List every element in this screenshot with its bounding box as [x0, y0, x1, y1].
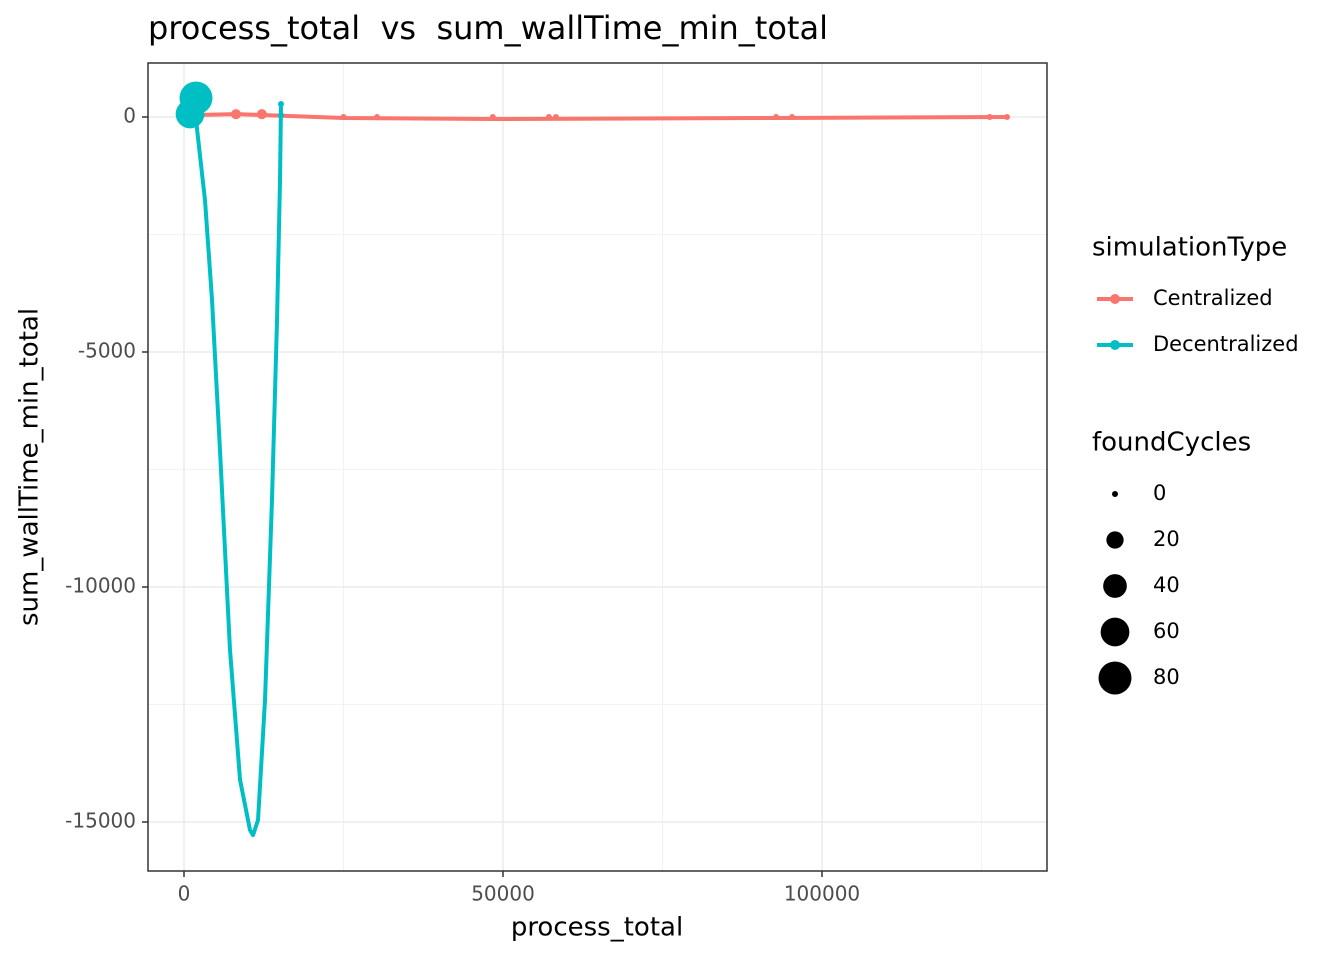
smooth-line [188, 103, 283, 838]
legend-label: Decentralized [1153, 332, 1299, 356]
point [773, 114, 780, 121]
y-axis-title: sum_wallTime_min_total [15, 308, 45, 626]
point [489, 114, 496, 121]
point [552, 114, 559, 121]
chart-title: process_total vs sum_wallTime_min_total [148, 9, 828, 47]
size-legend-key [1112, 491, 1118, 497]
point [256, 109, 267, 120]
legend-label: Centralized [1153, 286, 1273, 310]
size-legend-title: foundCycles [1092, 428, 1251, 458]
x-tick-label: 0 [178, 882, 191, 906]
size-legend-label: 80 [1153, 665, 1180, 689]
x-tick-label: 50000 [471, 882, 535, 906]
size-legend-key [1098, 661, 1132, 695]
point [986, 114, 993, 121]
size-legend-key [1100, 617, 1130, 647]
size-legend-key [1103, 574, 1127, 598]
y-tick-label: -5000 [78, 338, 136, 362]
size-legend-label: 0 [1153, 481, 1166, 505]
x-tick-label: 100000 [784, 882, 860, 906]
point [179, 81, 213, 115]
y-tick-label: 0 [123, 104, 136, 128]
point [545, 114, 552, 121]
point [340, 114, 347, 121]
size-legend-label: 20 [1153, 527, 1180, 551]
size-legend-label: 40 [1153, 573, 1180, 597]
y-tick-label: -10000 [65, 573, 136, 597]
point [789, 114, 796, 121]
size-legend-key [1106, 531, 1124, 549]
size-legend-label: 60 [1153, 619, 1180, 643]
plot-border [147, 62, 1048, 872]
legend-title: simulationType [1092, 233, 1287, 263]
point [1004, 114, 1011, 121]
x-axis-title: process_total [511, 913, 683, 943]
point [230, 109, 242, 120]
point [277, 112, 284, 119]
legend-key-dot [1110, 340, 1120, 350]
legend-key-dot [1110, 294, 1120, 304]
point [373, 114, 380, 121]
y-tick-label: -15000 [65, 808, 136, 832]
point [277, 100, 284, 107]
